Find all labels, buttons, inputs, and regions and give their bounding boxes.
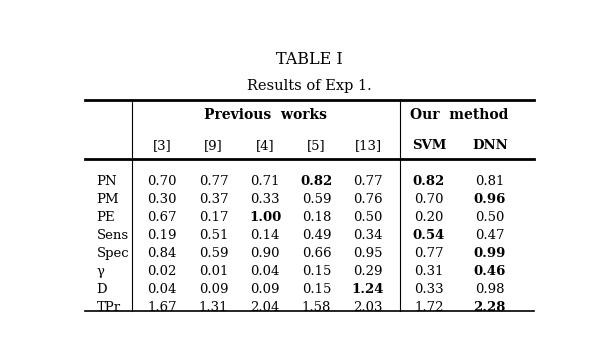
Text: 0.71: 0.71	[250, 174, 280, 187]
Text: 0.59: 0.59	[199, 247, 228, 260]
Text: PM: PM	[97, 193, 119, 206]
Text: [5]: [5]	[307, 139, 326, 152]
Text: 0.09: 0.09	[250, 283, 280, 296]
Text: 0.99: 0.99	[474, 247, 506, 260]
Text: 0.29: 0.29	[353, 265, 383, 278]
Text: 0.34: 0.34	[353, 229, 383, 242]
Text: 0.82: 0.82	[300, 174, 333, 187]
Text: 0.14: 0.14	[251, 229, 280, 242]
Text: 0.67: 0.67	[147, 211, 177, 223]
Text: Previous  works: Previous works	[204, 108, 327, 122]
Text: 0.84: 0.84	[147, 247, 177, 260]
Text: 0.59: 0.59	[302, 193, 332, 206]
Text: 0.47: 0.47	[475, 229, 504, 242]
Text: 0.17: 0.17	[199, 211, 228, 223]
Text: 0.33: 0.33	[250, 193, 280, 206]
Text: 0.20: 0.20	[414, 211, 443, 223]
Text: 0.04: 0.04	[251, 265, 280, 278]
Text: 0.98: 0.98	[475, 283, 504, 296]
Text: 0.50: 0.50	[475, 211, 504, 223]
Text: 0.66: 0.66	[302, 247, 332, 260]
Text: 0.02: 0.02	[147, 265, 177, 278]
Text: TPr: TPr	[97, 301, 121, 314]
Text: 2.03: 2.03	[353, 301, 383, 314]
Text: [4]: [4]	[255, 139, 274, 152]
Text: 1.00: 1.00	[249, 211, 281, 223]
Text: 0.54: 0.54	[413, 229, 445, 242]
Text: DNN: DNN	[472, 139, 507, 152]
Text: 0.51: 0.51	[199, 229, 228, 242]
Text: 1.31: 1.31	[199, 301, 228, 314]
Text: 1.24: 1.24	[352, 283, 384, 296]
Text: 0.33: 0.33	[414, 283, 444, 296]
Text: 0.76: 0.76	[353, 193, 383, 206]
Text: 0.09: 0.09	[199, 283, 228, 296]
Text: 0.01: 0.01	[199, 265, 228, 278]
Text: Sens: Sens	[97, 229, 129, 242]
Text: 0.46: 0.46	[474, 265, 506, 278]
Text: PN: PN	[97, 174, 117, 187]
Text: 0.77: 0.77	[353, 174, 383, 187]
Text: [13]: [13]	[355, 139, 382, 152]
Text: [3]: [3]	[153, 139, 172, 152]
Text: 0.77: 0.77	[199, 174, 228, 187]
Text: 2.04: 2.04	[251, 301, 280, 314]
Text: 0.15: 0.15	[302, 283, 331, 296]
Text: Our  method: Our method	[410, 108, 509, 122]
Text: PE: PE	[97, 211, 115, 223]
Text: D: D	[97, 283, 107, 296]
Text: Results of Exp 1.: Results of Exp 1.	[247, 79, 372, 93]
Text: 0.49: 0.49	[302, 229, 332, 242]
Text: 0.19: 0.19	[147, 229, 177, 242]
Text: 0.15: 0.15	[302, 265, 331, 278]
Text: 0.90: 0.90	[250, 247, 280, 260]
Text: 0.50: 0.50	[353, 211, 383, 223]
Text: 0.30: 0.30	[147, 193, 177, 206]
Text: 0.82: 0.82	[413, 174, 445, 187]
Text: 1.72: 1.72	[414, 301, 444, 314]
Text: 0.77: 0.77	[414, 247, 444, 260]
Text: 0.70: 0.70	[414, 193, 444, 206]
Text: 0.37: 0.37	[199, 193, 228, 206]
Text: 0.95: 0.95	[353, 247, 383, 260]
Text: 2.28: 2.28	[474, 301, 506, 314]
Text: 0.70: 0.70	[147, 174, 177, 187]
Text: Spec: Spec	[97, 247, 129, 260]
Text: 0.81: 0.81	[475, 174, 504, 187]
Text: 1.67: 1.67	[147, 301, 177, 314]
Text: TABLE I: TABLE I	[276, 51, 343, 68]
Text: 0.31: 0.31	[414, 265, 444, 278]
Text: γ: γ	[97, 265, 104, 278]
Text: 0.96: 0.96	[474, 193, 506, 206]
Text: [9]: [9]	[204, 139, 223, 152]
Text: SVM: SVM	[412, 139, 446, 152]
Text: 0.18: 0.18	[302, 211, 331, 223]
Text: 0.04: 0.04	[147, 283, 177, 296]
Text: 1.58: 1.58	[302, 301, 331, 314]
